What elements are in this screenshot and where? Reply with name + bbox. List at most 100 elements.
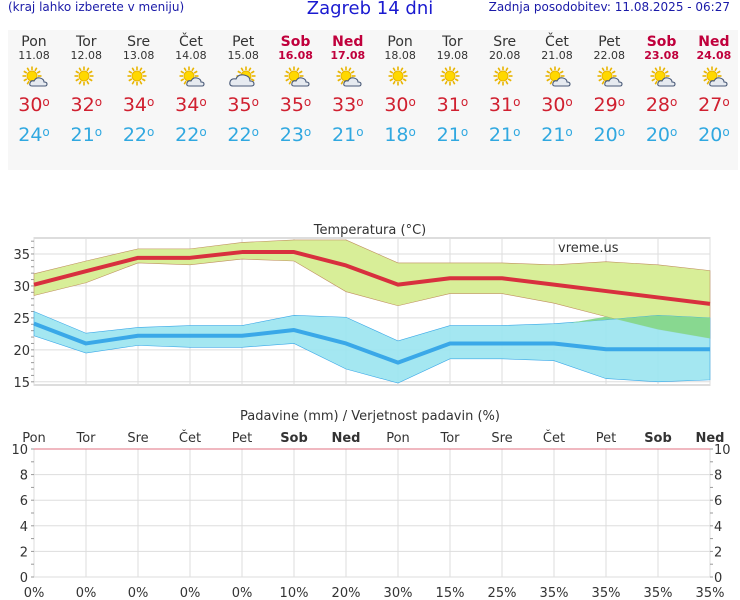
max-temp: 35o (279, 94, 312, 116)
precip-day-label: Sre (127, 431, 148, 446)
day-name: Sre (493, 34, 517, 50)
day-column: Pon 18.08 30o 18o (374, 30, 426, 146)
max-temp: 34o (175, 94, 207, 116)
day-date: 17.08 (330, 49, 366, 62)
day-date: 23.08 (644, 49, 679, 62)
precip-probability: 35% (540, 586, 569, 600)
min-temp-value: 21 (436, 124, 461, 146)
y-tick-label-left: 0 (20, 571, 28, 586)
day-column: Sre 13.08 34o 22o (113, 30, 165, 146)
day-column: Pet 22.08 29o 20o (583, 30, 635, 146)
day-column: Sre 20.08 31o 21o (479, 30, 531, 146)
y-tick-label: 30 (13, 280, 30, 295)
max-temp-value: 33 (332, 94, 357, 116)
day-column: Čet 14.08 34o 22o (165, 30, 217, 146)
y-tick-label-right: 6 (714, 494, 722, 509)
precip-probability: 0% (128, 586, 149, 600)
sun-cloud-icon (597, 66, 623, 87)
y-tick-label-right: 8 (714, 469, 722, 484)
last-update: Zadnja posodobitev: 11.08.2025 - 06:27 (488, 0, 730, 14)
precip-day-label: Čet (179, 430, 201, 446)
y-tick-label: 25 (13, 312, 30, 327)
max-temp: 30o (18, 94, 50, 116)
day-column: Tor 12.08 32o 21o (60, 30, 112, 146)
max-temp-value: 27 (698, 94, 723, 116)
min-temp: 20o (698, 124, 730, 146)
min-temp: 21o (541, 124, 573, 146)
precip-probability: 35% (696, 586, 725, 600)
min-temp: 24o (18, 124, 50, 146)
min-temp-value: 24 (18, 124, 43, 146)
min-temp: 22o (122, 124, 155, 146)
max-temp: 35o (227, 94, 259, 116)
max-temp: 31o (436, 94, 469, 116)
precip-day-label: Čet (543, 430, 565, 446)
min-temp-band (33, 311, 711, 384)
day-column: Sob 23.08 28o 20o (636, 30, 688, 146)
min-temp-value: 21 (70, 124, 95, 146)
min-temp: 21o (436, 124, 469, 146)
daily-forecast-strip: Pon 11.08 30o 24o Tor 12.08 32o 21o Sre 13.08 34o 2… (8, 30, 738, 170)
min-temp-line (33, 321, 710, 365)
day-column: Ned 17.08 33o 21o (322, 30, 374, 146)
max-temp: 30o (384, 94, 416, 116)
max-temp-value: 31 (436, 94, 461, 116)
day-name: Čet (545, 34, 569, 50)
day-column: Pet 15.08 35o 22o (217, 30, 269, 146)
sun-cloud-icon (336, 66, 362, 87)
precipitation-plot-area (33, 448, 711, 578)
y-tick-label-left: 6 (20, 494, 28, 509)
sun-cloud-icon (702, 66, 728, 87)
sun-icon (493, 66, 513, 86)
precip-probability: 0% (232, 586, 253, 600)
max-temp-value: 34 (122, 94, 148, 116)
precip-probability: 20% (332, 586, 361, 600)
max-temp: 28o (645, 94, 678, 116)
min-temp: 20o (645, 124, 678, 146)
min-temp-value: 23 (279, 124, 304, 146)
y-tick-label-left: 8 (20, 469, 28, 484)
min-temp: 22o (175, 124, 207, 146)
max-temp-value: 35 (279, 94, 304, 116)
sun-cloud-icon (22, 66, 48, 87)
max-temp-value: 29 (593, 94, 618, 116)
min-temp-value: 22 (175, 124, 200, 146)
day-column: Pon 11.08 30o 24o (8, 30, 60, 146)
max-temp: 33o (332, 94, 364, 116)
max-temp: 31o (488, 94, 521, 116)
precip-day-label: Ned (331, 431, 360, 446)
precip-day-label: Sob (644, 431, 672, 446)
sun-icon (74, 66, 94, 86)
day-date: 16.08 (278, 49, 313, 62)
max-temp-value: 30 (18, 94, 43, 116)
max-temp-value: 34 (175, 94, 200, 116)
band-overlap (569, 315, 710, 339)
max-temp-line (33, 250, 711, 306)
precip-probability: 15% (436, 586, 465, 600)
sun-icon (388, 66, 408, 86)
day-name: Pet (232, 34, 255, 50)
day-column: Ned 24.08 27o 20o (688, 30, 740, 146)
y-tick-label-right: 10 (714, 443, 731, 458)
max-temp-value: 32 (70, 94, 95, 116)
page-title: Zagreb 14 dni (306, 0, 434, 19)
min-temp: 22o (227, 124, 259, 146)
max-temp-value: 28 (645, 94, 671, 116)
day-date: 22.08 (593, 49, 626, 62)
y-tick-label: 15 (13, 376, 30, 391)
temperature-chart-title: Temperatura (°C) (313, 223, 426, 238)
y-tick-label-left: 10 (11, 443, 28, 458)
min-temp: 21o (488, 124, 521, 146)
sun-cloud-icon (545, 66, 571, 87)
max-temp: 30o (541, 94, 573, 116)
precip-probability: 10% (280, 586, 309, 600)
day-name: Pet (598, 34, 621, 50)
sun-icon (127, 66, 147, 86)
min-temp: 20o (593, 124, 626, 146)
max-temp-value: 30 (384, 94, 409, 116)
max-temp-value: 35 (227, 94, 252, 116)
min-temp-value: 22 (122, 124, 148, 146)
min-temp: 21o (70, 124, 103, 146)
y-tick-label-left: 4 (20, 520, 28, 535)
y-tick-label-right: 0 (714, 571, 722, 586)
